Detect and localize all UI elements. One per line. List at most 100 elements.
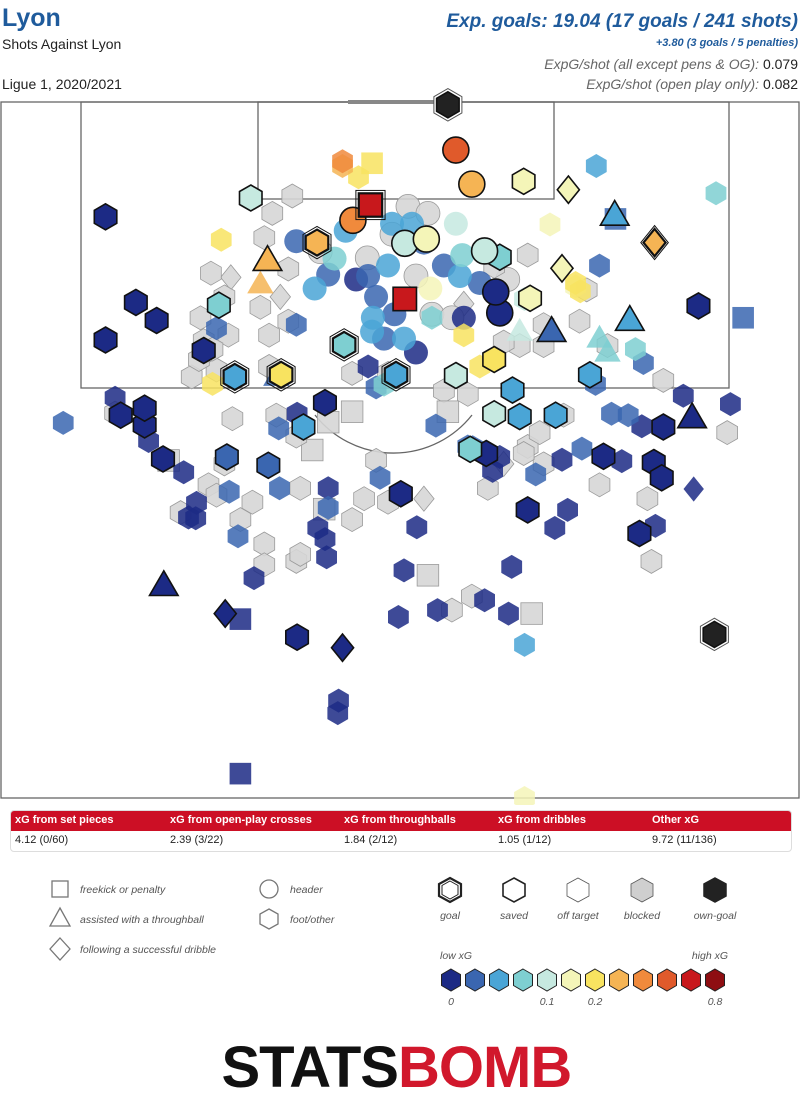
shot-marker [406,515,428,540]
shot-hexagon-blocked [353,486,375,512]
shot-circle-off-target [380,211,405,236]
goal-ring [302,225,332,260]
summary-value-crosses: 2.39 (3/22) [170,834,224,846]
shot-marker [132,394,157,423]
shot-hexagon-saved [591,442,616,471]
goal-ring [266,358,296,392]
legend-hexagon-icon [259,908,279,930]
shot-marker [256,451,281,480]
shot-marker [93,202,118,231]
shot-hexagon-off-target [357,354,379,379]
shot-hexagon-goal [268,360,294,390]
shot-marker [214,443,239,471]
shot-hexagon-saved [482,399,507,428]
xg-summary-table: xG from set pieces xG from open-play cro… [10,810,792,852]
shot-marker [571,436,593,461]
shot-hexagon-off-target [625,337,646,362]
shot-triangle-saved [535,315,568,343]
shot-marker [442,136,470,164]
shot-hexagon-blocked [512,441,535,466]
shot-marker [289,541,312,567]
shot-hexagon-off-target [218,479,240,504]
shot-marker [191,336,216,365]
shot-marker [284,229,309,254]
shot-hexagon-off-target [720,392,741,417]
expected-goals-headline: Exp. goals: 19.04 (17 goals / 241 shots) [446,11,798,32]
shot-marker [482,345,507,374]
shot-circle-off-target [451,305,476,330]
shot-marker [381,358,411,392]
shot-marker [412,225,441,253]
shot-hexagon-saved [284,623,310,652]
shot-hexagon-off-target [227,524,249,549]
shot-marker [514,632,535,657]
shot-marker [178,505,199,530]
shot-circle-off-target [418,276,443,301]
shot-marker [284,623,310,652]
shot-hexagon-off-target [406,515,428,540]
shot-marker [594,338,621,362]
shot-marker [416,564,440,587]
shot-marker [360,319,385,344]
shot-marker [353,486,375,512]
shot-marker [317,495,339,520]
legend-label-diamond: following a successful dribble [80,944,216,956]
shot-hexagon-saved [388,479,413,508]
shot-marker [470,237,499,265]
shot-marker [289,475,312,501]
xg-per-shot-open-value: 0.082 [762,76,798,92]
shot-marker [227,524,249,549]
shot-marker [617,403,639,428]
scale-tick-0-1: 0.1 [540,996,555,1008]
shot-circle-saved [458,170,486,198]
shot-marker [450,243,475,268]
scale-swatch [441,968,461,992]
shot-marker [206,316,227,341]
shot-marker [474,588,495,613]
goal-ring [381,358,411,392]
shot-hexagon-blocked [588,472,611,498]
shot-hexagon-saved [191,336,216,365]
shot-hexagon-off-target [316,545,337,570]
xg-per-shot-all-value: 0.079 [762,56,798,72]
shot-hexagon-off-target [314,527,336,552]
shot-diamond-saved [549,253,575,284]
shot-marker [314,527,336,552]
shot-marker [501,554,523,579]
shot-marker [515,495,540,524]
legend-label-square: freekick or penalty [80,884,166,896]
shot-hexagon-blocked [200,260,222,286]
shot-hexagon-off-target [317,495,339,520]
shot-diamond-off-target [683,476,704,502]
shot-marker [601,401,622,426]
shot-marker [514,786,535,805]
shot-marker [421,305,443,330]
shot-hexagon-blocked [253,225,276,251]
shot-marker [302,225,332,260]
shot-marker [388,605,409,629]
shot-hexagon-off-target [332,149,353,174]
shot-marker [705,181,727,206]
shot-marker [356,264,381,288]
shot-hexagon-off-target [611,449,633,474]
scale-swatch [465,968,485,992]
shot-hexagon-off-target [369,465,391,490]
shot-hexagon-blocked [640,548,663,574]
shot-marker [720,392,741,417]
shot-marker [482,399,507,428]
legend-off-target-icon [566,877,590,903]
legend-label-triangle: assisted with a throughball [80,914,204,926]
shot-marker [427,598,448,623]
shot-marker [108,401,133,430]
scale-swatch [609,968,629,992]
shot-hexagon-off-target [474,588,495,613]
scale-tick-0-8: 0.8 [708,996,723,1008]
shot-marker [481,278,510,306]
shot-marker [218,479,240,504]
shot-hexagon-blocked [652,367,675,393]
shot-marker [614,304,646,332]
summary-value-other: 9.72 (11/136) [652,834,717,846]
shot-circle-off-target [356,264,381,288]
summary-label-other: Other xG [652,814,700,826]
goal-ring [355,189,386,221]
